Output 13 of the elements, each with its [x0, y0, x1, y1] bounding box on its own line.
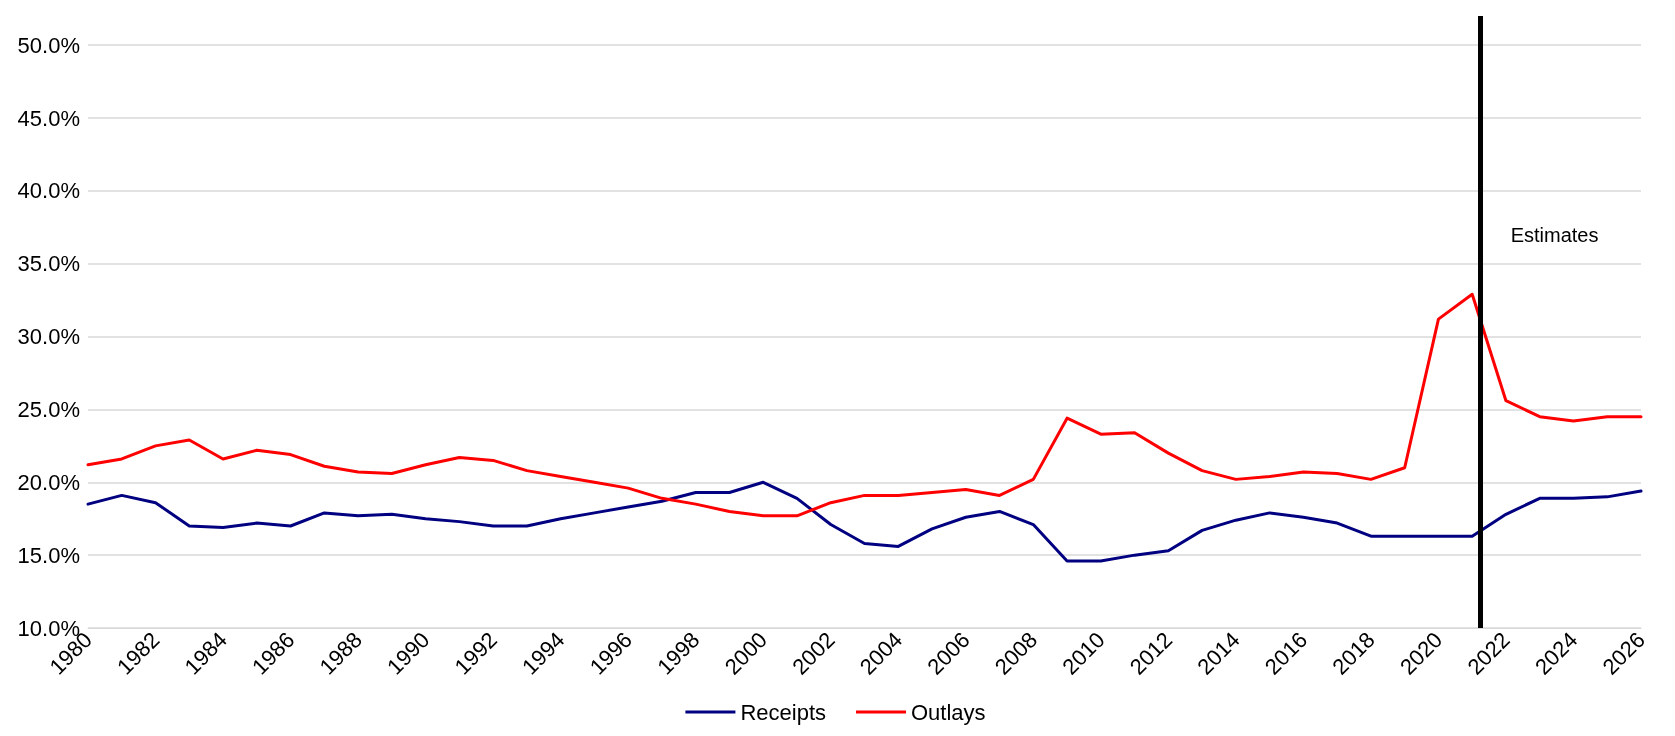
y-tick-label: 40.0%	[17, 178, 80, 204]
y-tick-label: 30.0%	[17, 324, 80, 350]
y-tick-label: 20.0%	[17, 469, 80, 495]
legend-label: Receipts	[740, 699, 827, 725]
y-tick-label: 50.0%	[17, 32, 80, 58]
line-series	[86, 292, 1643, 518]
y-tick-label: 35.0%	[17, 251, 80, 277]
ref-line-label: Estimates	[1510, 223, 1599, 246]
y-tick-label: 15.0%	[17, 542, 80, 568]
legend-label: Outlays	[911, 699, 986, 725]
y-tick-label: 45.0%	[17, 105, 80, 131]
line-series	[86, 480, 1643, 563]
y-tick-label: 25.0%	[17, 396, 80, 422]
